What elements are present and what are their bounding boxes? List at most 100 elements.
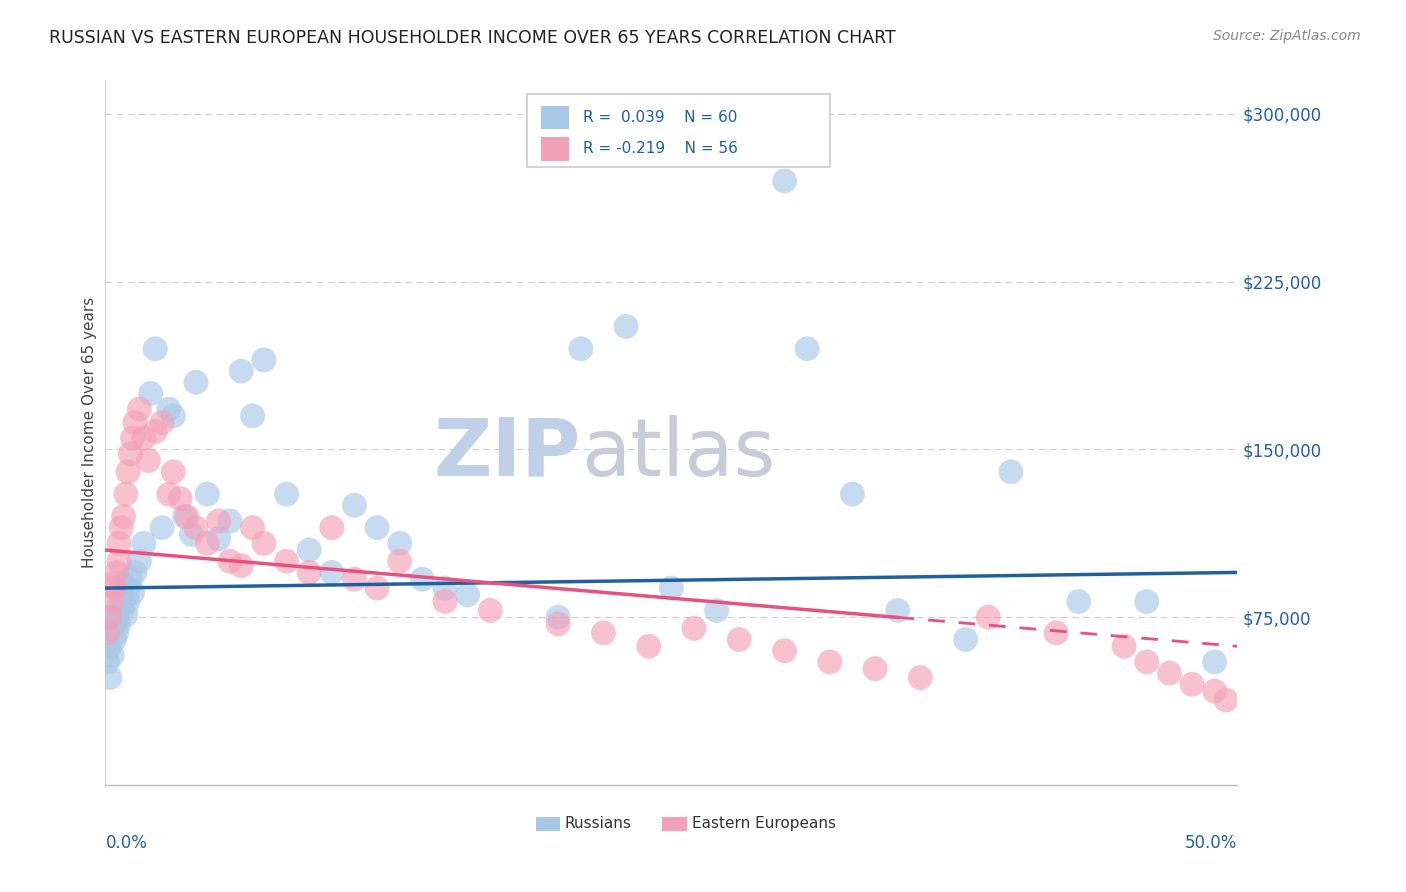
Point (139, 386, 162, 401)
Point (105, 625, 128, 640)
Text: Eastern Europeans: Eastern Europeans (692, 815, 835, 830)
Point (343, 572, 366, 586)
Text: atlas: atlas (581, 415, 775, 492)
Point (132, 431, 155, 445)
Point (103, 616, 125, 631)
Point (1136, 594, 1159, 608)
Point (128, 554, 150, 568)
Point (101, 621, 124, 635)
Point (124, 416, 146, 430)
Point (818, 655, 841, 669)
Point (569, 342, 592, 356)
Point (219, 514, 242, 528)
Point (592, 625, 614, 640)
Point (128, 402, 150, 417)
Point (150, 416, 173, 430)
Point (388, 554, 411, 568)
Point (101, 594, 124, 608)
Point (162, 409, 184, 423)
Point (117, 581, 139, 595)
Point (706, 603, 728, 617)
Point (366, 581, 388, 595)
Point (208, 514, 231, 528)
Point (887, 603, 910, 617)
Point (98, 671, 121, 685)
Point (1204, 684, 1226, 698)
Point (132, 536, 155, 550)
Point (112, 576, 135, 591)
Point (910, 671, 932, 685)
Point (117, 594, 139, 608)
Point (321, 521, 343, 535)
Point (184, 521, 207, 535)
Point (479, 603, 502, 617)
Point (101, 576, 124, 591)
Point (1215, 693, 1237, 707)
Point (276, 487, 298, 501)
Text: 50.0%: 50.0% (1185, 834, 1237, 852)
Point (143, 425, 166, 439)
Point (1114, 640, 1136, 654)
Point (120, 572, 142, 586)
Point (157, 402, 180, 417)
Text: R =  0.039    N = 60: R = 0.039 N = 60 (583, 111, 738, 125)
Point (433, 581, 456, 595)
Point (121, 431, 143, 445)
Point (343, 499, 366, 513)
Point (124, 566, 146, 580)
Point (103, 632, 125, 647)
Point (242, 409, 264, 423)
Point (138, 453, 160, 467)
Point (637, 640, 659, 654)
Point (298, 543, 321, 558)
Point (162, 465, 184, 479)
Point (176, 509, 198, 524)
Point (184, 376, 207, 390)
Point (120, 447, 142, 461)
Point (773, 644, 796, 658)
Point (796, 342, 818, 356)
Point (661, 581, 683, 595)
Point (977, 610, 1000, 624)
Point (1045, 625, 1067, 640)
Point (1000, 465, 1022, 479)
Point (728, 632, 751, 647)
Point (1067, 594, 1090, 608)
Point (105, 566, 128, 580)
Point (1136, 655, 1159, 669)
Point (173, 509, 195, 524)
Point (614, 319, 637, 334)
Point (112, 509, 135, 524)
Point (298, 566, 321, 580)
Point (110, 603, 132, 617)
Point (457, 588, 479, 602)
Point (841, 487, 863, 501)
Point (169, 491, 191, 506)
Point (108, 554, 131, 568)
Point (433, 594, 456, 608)
Point (231, 558, 253, 573)
Point (108, 599, 131, 613)
Point (411, 572, 433, 586)
Point (108, 616, 131, 631)
Point (231, 364, 253, 378)
Bar (662, 817, 688, 830)
Point (157, 487, 180, 501)
Point (121, 585, 143, 599)
Point (114, 487, 136, 501)
Point (1181, 677, 1204, 691)
Point (1159, 666, 1181, 681)
Point (773, 174, 796, 188)
Text: 0.0%: 0.0% (105, 834, 148, 852)
Point (110, 521, 132, 535)
Point (208, 532, 231, 546)
Point (276, 554, 298, 568)
Point (388, 536, 411, 550)
Text: Source: ZipAtlas.com: Source: ZipAtlas.com (1213, 29, 1361, 44)
Point (180, 527, 202, 541)
Point (117, 465, 139, 479)
Point (143, 342, 166, 356)
Point (955, 632, 977, 647)
Text: ZIP: ZIP (433, 415, 581, 492)
Point (195, 536, 218, 550)
